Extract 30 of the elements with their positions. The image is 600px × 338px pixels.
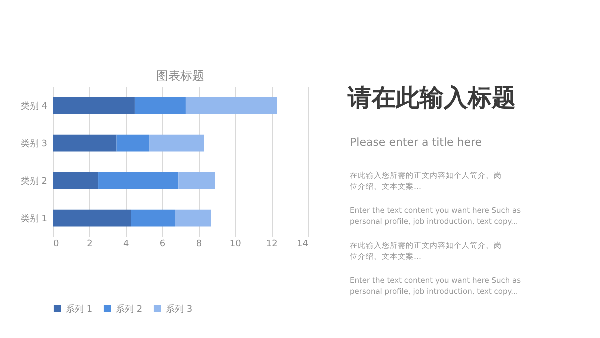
bar (178, 172, 216, 190)
x-tick-label: 4 (123, 240, 130, 250)
text: Please enter a title here (350, 136, 482, 149)
x-tick-label: 6 (160, 240, 166, 250)
y-tick-label: 类别 4 (20, 100, 48, 112)
bar (175, 210, 212, 227)
bar (116, 134, 150, 152)
x-tick-label: 8 (196, 240, 202, 250)
x-tick-label: 14 (297, 240, 309, 250)
y-tick-label: 类别 2 (20, 176, 48, 187)
bar (98, 172, 179, 190)
x-tick-label: 0 (54, 240, 60, 250)
y-tick-label: 类别 3 (20, 138, 48, 150)
bar (53, 97, 135, 114)
legend-label: 系列 2 (116, 304, 143, 315)
chart-title: 图表标题 (156, 69, 204, 83)
bar (150, 134, 204, 152)
y-tick-label: 类别 1 (20, 213, 48, 224)
bar (53, 134, 117, 152)
bar (53, 172, 99, 190)
x-tick-label: 12 (266, 240, 278, 250)
legend-label: 系列 1 (66, 304, 93, 315)
x-tick-label: 10 (230, 240, 242, 250)
legend-label: 系列 3 (166, 304, 193, 315)
text: 请在此输入标题 (347, 84, 516, 112)
bar (131, 210, 176, 227)
bar (53, 210, 132, 227)
bar (186, 97, 278, 114)
x-tick-label: 2 (87, 240, 93, 250)
bar (134, 97, 186, 114)
